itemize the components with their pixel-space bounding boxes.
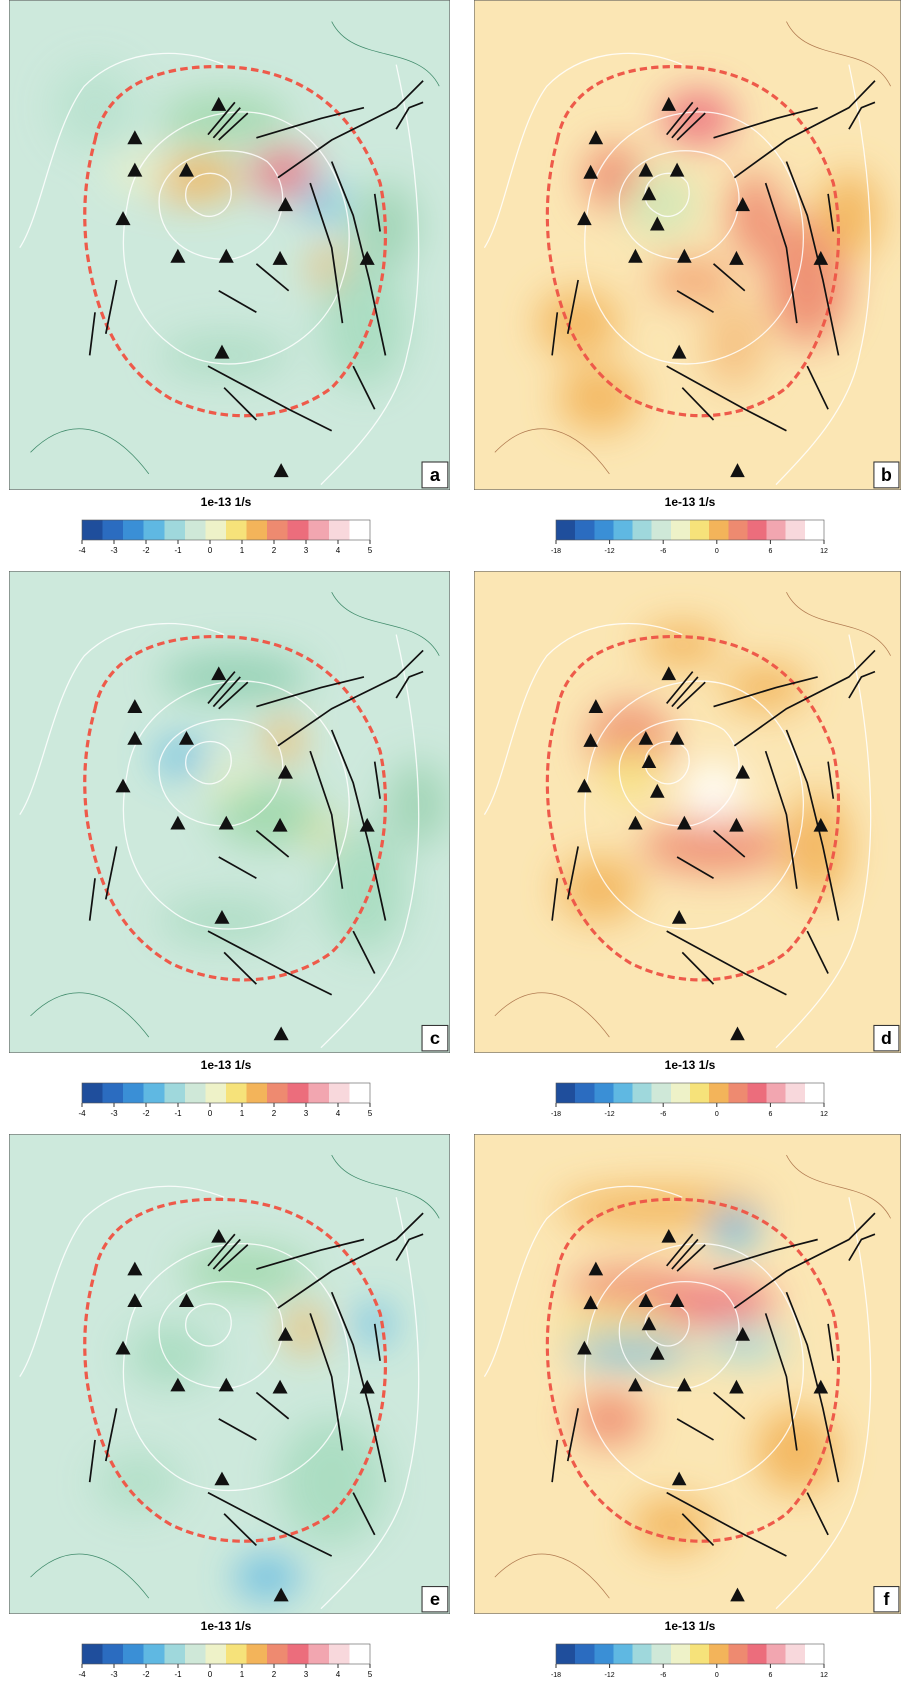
colorbar-title: 1e-13 1/s bbox=[665, 1619, 716, 1633]
field-blob bbox=[651, 258, 734, 301]
colorbar bbox=[82, 520, 370, 540]
colorbar-tick-label: 2 bbox=[272, 546, 277, 555]
colorbar-tick-label: 0 bbox=[208, 1670, 213, 1679]
field-blob bbox=[573, 1392, 646, 1445]
field-blob bbox=[302, 185, 345, 219]
map-panel: e bbox=[9, 1134, 450, 1614]
colorbar-tick-label: 12 bbox=[820, 1111, 828, 1118]
map-panel: c bbox=[9, 571, 450, 1053]
field-blob bbox=[641, 820, 787, 873]
colorbar-tick-label: 3 bbox=[304, 1109, 309, 1118]
colorbar-title: 1e-13 1/s bbox=[665, 495, 716, 509]
field-blob bbox=[321, 825, 407, 952]
colorbar-title: 1e-13 1/s bbox=[201, 1058, 252, 1072]
colorbar-tick-label: -6 bbox=[660, 1111, 666, 1118]
panel-label: c bbox=[430, 1028, 440, 1048]
colorbar-tick-label: 6 bbox=[768, 1111, 772, 1118]
field-blob bbox=[127, 1324, 213, 1387]
colorbar-tick-label: -3 bbox=[110, 1109, 118, 1118]
colorbar-tick-label: -12 bbox=[605, 548, 615, 555]
colorbar bbox=[556, 1644, 824, 1664]
field-blob bbox=[181, 1248, 310, 1294]
colorbar-tick-label: 5 bbox=[368, 546, 373, 555]
colorbar-tick-label: -2 bbox=[142, 546, 150, 555]
field-blob bbox=[708, 1208, 760, 1250]
field-blob bbox=[630, 1498, 713, 1551]
panel-label: f bbox=[883, 1589, 889, 1609]
colorbar-tick-label: 0 bbox=[715, 1111, 719, 1118]
colorbar-tick-label: -18 bbox=[551, 1111, 561, 1118]
colorbar-tick-label: -4 bbox=[78, 1109, 86, 1118]
colorbar-tick-label: 4 bbox=[336, 546, 341, 555]
colorbar-tick-label: -6 bbox=[660, 548, 666, 555]
colorbar-tick-label: 0 bbox=[715, 548, 719, 555]
colorbar-tick-label: -12 bbox=[605, 1672, 615, 1679]
map-panel: b bbox=[474, 0, 901, 490]
field-blob bbox=[251, 149, 316, 196]
colorbar-tick-label: -18 bbox=[551, 548, 561, 555]
colorbar-tick-label: 1 bbox=[240, 1109, 245, 1118]
colorbar-tick-label: -4 bbox=[78, 1670, 86, 1679]
colorbar-tick-label: -2 bbox=[142, 1109, 150, 1118]
colorbar bbox=[556, 1083, 824, 1103]
panel-label: d bbox=[881, 1028, 892, 1048]
colorbar-tick-label: 3 bbox=[304, 546, 309, 555]
field-blob bbox=[266, 717, 300, 764]
colorbar-tick-label: -1 bbox=[174, 1109, 182, 1118]
colorbar-tick-label: 4 bbox=[336, 1109, 341, 1118]
colorbar-tick-label: -12 bbox=[605, 1111, 615, 1118]
colorbar-tick-label: 3 bbox=[304, 1670, 309, 1679]
colorbar-tick-label: 2 bbox=[272, 1109, 277, 1118]
colorbar-tick-label: -2 bbox=[142, 1670, 150, 1679]
colorbar-tick-label: 6 bbox=[768, 1672, 772, 1679]
colorbar-tick-label: -4 bbox=[78, 546, 86, 555]
field-blob bbox=[703, 302, 765, 388]
colorbar-tick-label: -3 bbox=[110, 1670, 118, 1679]
colorbar-tick-label: 5 bbox=[368, 1109, 373, 1118]
field-blob bbox=[95, 1450, 181, 1513]
colorbar-tick-label: 0 bbox=[715, 1672, 719, 1679]
colorbar-tick-label: 2 bbox=[272, 1670, 277, 1679]
colorbar-tick-label: 1 bbox=[240, 1670, 245, 1679]
colorbar-tick-label: -18 bbox=[551, 1672, 561, 1679]
colorbar-tick-label: 0 bbox=[208, 546, 213, 555]
field-blob bbox=[641, 624, 724, 666]
colorbar-title: 1e-13 1/s bbox=[201, 495, 252, 509]
field-blob bbox=[278, 1419, 386, 1546]
figure: a1e-13 1/s-4-3-2-1012345b1e-13 1/s-18-12… bbox=[0, 0, 901, 1690]
colorbar-tick-label: -1 bbox=[174, 546, 182, 555]
panel-label: a bbox=[430, 464, 441, 485]
field-blob bbox=[213, 783, 321, 847]
colorbar-tick-label: 12 bbox=[820, 548, 828, 555]
colorbar-tick-label: 1 bbox=[240, 546, 245, 555]
colorbar-tick-label: -3 bbox=[110, 546, 118, 555]
colorbar-title: 1e-13 1/s bbox=[201, 1619, 252, 1633]
colorbar-tick-label: 5 bbox=[368, 1670, 373, 1679]
colorbar bbox=[82, 1083, 370, 1103]
field-blob bbox=[651, 1282, 776, 1324]
colorbar-tick-label: -1 bbox=[174, 1670, 182, 1679]
panel-label: e bbox=[430, 1589, 440, 1609]
field-blob bbox=[235, 1556, 300, 1598]
field-blob bbox=[604, 746, 656, 799]
colorbar bbox=[82, 1644, 370, 1664]
panel-label: b bbox=[881, 465, 892, 485]
colorbar-tick-label: 6 bbox=[768, 548, 772, 555]
colorbar bbox=[556, 520, 824, 540]
colorbar-tick-label: 0 bbox=[208, 1109, 213, 1118]
colorbar-title: 1e-13 1/s bbox=[665, 1058, 716, 1072]
map-panel: a bbox=[9, 0, 450, 490]
map-panel: f bbox=[474, 1134, 901, 1614]
map-panel: d bbox=[474, 571, 901, 1053]
colorbar-tick-label: 4 bbox=[336, 1670, 341, 1679]
colorbar-tick-label: 12 bbox=[820, 1672, 828, 1679]
field-blob bbox=[321, 258, 407, 387]
colorbar-tick-label: -6 bbox=[660, 1672, 666, 1679]
